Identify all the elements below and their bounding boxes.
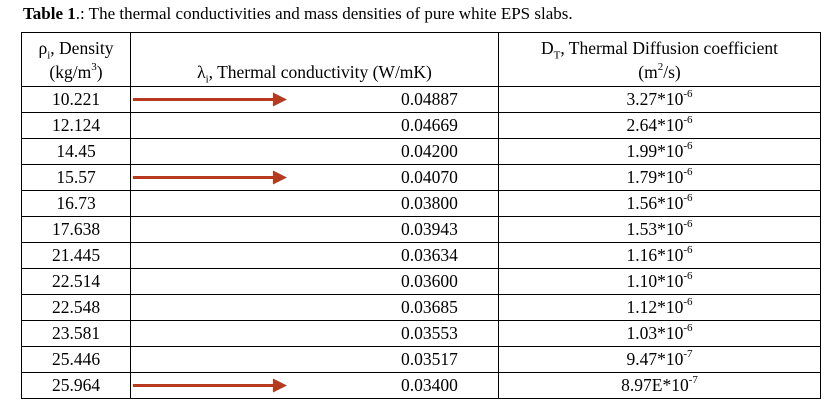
header-density-unit: (kg/m <box>49 61 92 82</box>
header-diffusion-unit-sup: 2 <box>657 60 664 73</box>
header-conductivity-sub: i <box>205 73 209 86</box>
density-cell: 15.57 <box>21 164 131 191</box>
header-density-unit-sup: 3 <box>91 60 97 73</box>
diffusion-base: 1.99*10 <box>626 141 684 161</box>
header-diffusion-sub: T <box>553 49 561 61</box>
diffusion-base: 1.16*10 <box>626 245 684 265</box>
diffusion-cell: 1.53*10-6 <box>498 216 821 243</box>
conductivity-cell: 0.03800 <box>130 190 499 217</box>
diffusion-base: 3.27*10 <box>626 89 684 109</box>
table-row: 25.964 0.03400 8.97E*10-7 <box>21 372 821 399</box>
header-diffusion-symbol: D <box>540 37 554 58</box>
table-row: 22.548 0.03685 1.12*10-6 <box>21 294 821 321</box>
header-conductivity-symbol: λ <box>197 62 206 82</box>
header-conductivity: λi, Thermal conductivity (W/mK) <box>130 32 499 87</box>
diffusion-exponent: -6 <box>683 140 693 153</box>
density-cell: 12.124 <box>21 112 131 139</box>
header-density-name: , Density <box>50 37 114 58</box>
header-density: ρi, Density (kg/m3) <box>21 32 131 87</box>
conductivity-cell: 0.03400 <box>130 372 499 399</box>
diffusion-exponent: -6 <box>683 270 693 283</box>
table-row: 21.445 0.03634 1.16*10-6 <box>21 242 821 269</box>
table-row: 25.446 0.03517 9.47*10-7 <box>21 346 821 373</box>
table-row: 16.73 0.03800 1.56*10-6 <box>21 190 821 217</box>
diffusion-base: 1.56*10 <box>626 193 684 213</box>
table-row: 14.45 0.04200 1.99*10-6 <box>21 138 821 165</box>
conductivity-cell: 0.03634 <box>130 242 499 269</box>
header-diffusion: DT, Thermal Diffusion coefficient (m2/s) <box>498 32 821 87</box>
diffusion-exponent: -6 <box>683 166 693 179</box>
table-row: 12.124 0.04669 2.64*10-6 <box>21 112 821 139</box>
diffusion-base: 1.10*10 <box>626 271 684 291</box>
diffusion-exponent: -7 <box>683 348 693 361</box>
diffusion-exponent: -6 <box>683 192 693 205</box>
diffusion-base: 8.97E*10 <box>621 375 689 395</box>
diffusion-cell: 1.99*10-6 <box>498 138 821 165</box>
density-cell: 21.445 <box>21 242 131 269</box>
data-table: ρi, Density (kg/m3) λi, Thermal conducti… <box>21 32 821 399</box>
table-row: 22.514 0.03600 1.10*10-6 <box>21 268 821 295</box>
diffusion-exponent: -6 <box>683 322 693 335</box>
header-conductivity-name: , Thermal conductivity (W/mK) <box>208 62 432 82</box>
conductivity-cell: 0.03685 <box>130 294 499 321</box>
diffusion-base: 1.53*10 <box>626 219 684 239</box>
diffusion-cell: 1.12*10-6 <box>498 294 821 321</box>
header-diffusion-unit: (m <box>638 61 658 82</box>
density-cell: 22.514 <box>21 268 131 295</box>
density-cell: 17.638 <box>21 216 131 243</box>
header-diffusion-name: , Thermal Diffusion coefficient <box>560 37 779 58</box>
caption-label: Table 1 <box>23 4 76 23</box>
diffusion-exponent: -6 <box>683 296 693 309</box>
conductivity-cell: 0.03553 <box>130 320 499 347</box>
density-cell: 25.964 <box>21 372 131 399</box>
conductivity-cell: 0.03943 <box>130 216 499 243</box>
table-row: 15.57 0.04070 1.79*10-6 <box>21 164 821 191</box>
header-density-unit-end: ) <box>96 61 103 82</box>
diffusion-cell: 1.16*10-6 <box>498 242 821 269</box>
diffusion-exponent: -7 <box>688 374 698 387</box>
diffusion-cell: 3.27*10-6 <box>498 86 821 113</box>
conductivity-cell: 0.04669 <box>130 112 499 139</box>
diffusion-cell: 9.47*10-7 <box>498 346 821 373</box>
conductivity-cell: 0.04200 <box>130 138 499 165</box>
density-cell: 23.581 <box>21 320 131 347</box>
diffusion-exponent: -6 <box>683 114 693 127</box>
conductivity-cell: 0.03600 <box>130 268 499 295</box>
diffusion-base: 9.47*10 <box>626 349 684 369</box>
diffusion-exponent: -6 <box>683 244 693 257</box>
conductivity-cell: 0.04887 <box>130 86 499 113</box>
diffusion-base: 1.12*10 <box>626 297 684 317</box>
density-cell: 16.73 <box>21 190 131 217</box>
caption-text: .: The thermal conductivities and mass d… <box>75 4 573 23</box>
density-cell: 25.446 <box>21 346 131 373</box>
header-density-sub: i <box>47 49 51 61</box>
diffusion-cell: 1.03*10-6 <box>498 320 821 347</box>
conductivity-cell: 0.04070 <box>130 164 499 191</box>
header-row: ρi, Density (kg/m3) λi, Thermal conducti… <box>21 32 821 87</box>
diffusion-base: 1.03*10 <box>626 323 684 343</box>
diffusion-cell: 1.79*10-6 <box>498 164 821 191</box>
diffusion-exponent: -6 <box>683 88 693 101</box>
diffusion-exponent: -6 <box>683 218 693 231</box>
header-density-symbol: ρ <box>38 37 48 58</box>
diffusion-cell: 8.97E*10-7 <box>498 372 821 399</box>
diffusion-base: 2.64*10 <box>626 115 684 135</box>
conductivity-cell: 0.03517 <box>130 346 499 373</box>
diffusion-cell: 1.56*10-6 <box>498 190 821 217</box>
table-row: 10.221 0.04887 3.27*10-6 <box>21 86 821 113</box>
diffusion-base: 1.79*10 <box>626 167 684 187</box>
table-row: 23.581 0.03553 1.03*10-6 <box>21 320 821 347</box>
diffusion-cell: 2.64*10-6 <box>498 112 821 139</box>
diffusion-cell: 1.10*10-6 <box>498 268 821 295</box>
table-caption: Table 1.: The thermal conductivities and… <box>23 4 573 24</box>
table-row: 17.638 0.03943 1.53*10-6 <box>21 216 821 243</box>
density-cell: 14.45 <box>21 138 131 165</box>
density-cell: 22.548 <box>21 294 131 321</box>
header-diffusion-unit-end: /s) <box>663 61 681 82</box>
density-cell: 10.221 <box>21 86 131 113</box>
